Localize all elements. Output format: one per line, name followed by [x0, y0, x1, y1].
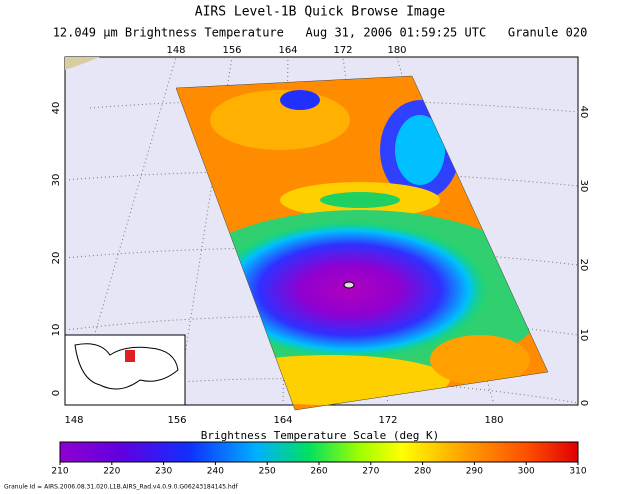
colorbar-tick-label: 280 — [414, 467, 431, 477]
lon-label-top: 172 — [333, 45, 352, 56]
lon-label-top: 164 — [278, 45, 297, 56]
lon-label-top: 156 — [222, 45, 241, 56]
title: AIRS Level-1B Quick Browse Image — [195, 5, 446, 20]
colorbar-tick-label: 270 — [362, 467, 379, 477]
lat-label-right: 40 — [578, 106, 589, 119]
inset-globe — [64, 334, 186, 406]
lon-label-bottom: 172 — [378, 415, 397, 426]
colorbar-tick-label: 250 — [259, 467, 276, 477]
lon-label-bottom: 156 — [167, 415, 186, 426]
lat-label-right: 30 — [578, 180, 589, 193]
lat-label-left: 40 — [51, 102, 62, 115]
colorbar — [59, 441, 579, 463]
lat-label-right: 0 — [578, 400, 589, 406]
land — [65, 57, 100, 70]
colorbar-label: Brightness Temperature Scale (deg K) — [201, 429, 439, 442]
colorbar-tick-label: 210 — [51, 467, 68, 477]
lat-label-right: 20 — [578, 259, 589, 272]
colorbar-tick-label: 290 — [466, 467, 483, 477]
lon-label-top: 180 — [387, 45, 406, 56]
lon-label-bottom: 148 — [64, 415, 83, 426]
lon-label-bottom: 164 — [273, 415, 292, 426]
lon-label-top: 148 — [166, 45, 185, 56]
lat-label-left: 10 — [51, 324, 62, 337]
swath-outline — [175, 75, 549, 411]
lat-label-left: 30 — [51, 174, 62, 187]
lat-label-left: 0 — [51, 390, 62, 396]
colorbar-tick-label: 230 — [155, 467, 172, 477]
colorbar-tick-label: 240 — [207, 467, 224, 477]
lon-label-bottom: 180 — [484, 415, 503, 426]
colorbar-tick-label: 310 — [569, 467, 586, 477]
subtitle: 12.049 μm Brightness Temperature Aug 31,… — [53, 26, 588, 40]
lat-label-left: 20 — [51, 252, 62, 265]
colorbar-tick-label: 220 — [103, 467, 120, 477]
footer: Granule Id = AIRS.2006.08.31.020.L1B.AIR… — [4, 484, 239, 491]
lat-label-right: 10 — [578, 329, 589, 342]
colorbar-tick-label: 300 — [518, 467, 535, 477]
colorbar-tick-label: 260 — [310, 467, 327, 477]
